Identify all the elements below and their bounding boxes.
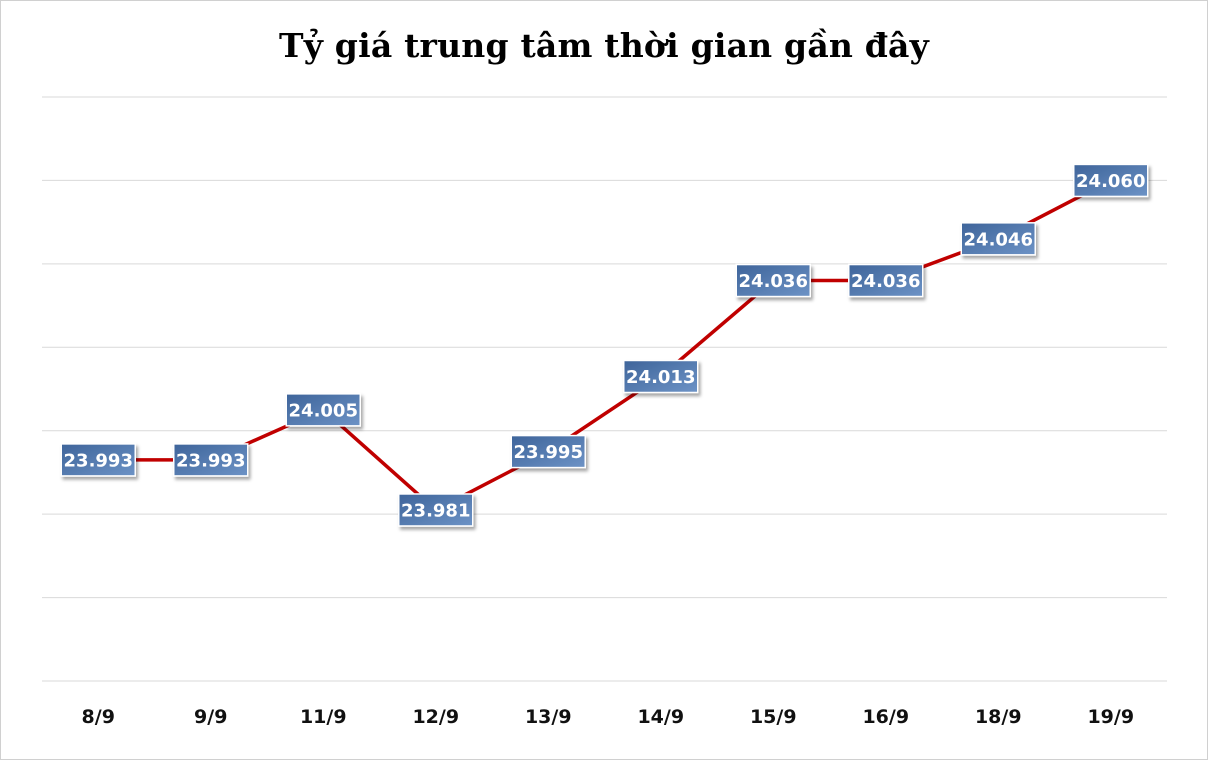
data-label-8: 24.046: [960, 222, 1036, 256]
data-label-text-4: 23.995: [514, 442, 583, 463]
data-label-text-1: 23.993: [176, 450, 245, 471]
data-label-text-0: 23.993: [64, 450, 133, 471]
data-label-box-5: [623, 359, 699, 394]
data-label-box-1: [173, 443, 249, 477]
data-label-7: 24.036: [848, 263, 924, 298]
data-label-box-6: [735, 263, 811, 298]
x-tick-label-7: 16/9: [862, 706, 909, 728]
data-label-9: 24.060: [1073, 163, 1149, 198]
data-label-text-6: 24.036: [739, 271, 808, 292]
data-label-4: 23.995: [510, 434, 586, 469]
data-label-box-4: [510, 434, 586, 469]
series-line: [98, 178, 1112, 512]
x-tick-label-4: 13/9: [525, 706, 572, 728]
data-label-5: 24.013: [623, 359, 699, 394]
x-tick-label-8: 18/9: [975, 706, 1022, 728]
x-tick-label-9: 19/9: [1087, 706, 1134, 728]
data-label-text-5: 24.013: [626, 367, 695, 388]
data-labels: 23.993 23.993 24.005 23.981 23.995 24.013 24.0…: [60, 163, 1149, 527]
data-label-6: 24.036: [735, 263, 811, 298]
x-tick-label-1: 9/9: [194, 706, 227, 728]
data-label-box-8: [960, 222, 1036, 256]
data-label-text-2: 24.005: [289, 400, 358, 421]
data-label-box-3: [398, 493, 474, 527]
data-label-text-9: 24.060: [1076, 171, 1145, 192]
data-label-0: 23.993: [60, 443, 136, 477]
series-polyline: [98, 178, 1112, 512]
x-tick-label-2: 11/9: [300, 706, 347, 728]
data-label-text-7: 24.036: [851, 271, 920, 292]
data-label-text-3: 23.981: [401, 500, 470, 521]
data-label-2: 24.005: [285, 393, 361, 427]
x-tick-label-3: 12/9: [412, 706, 459, 728]
data-label-box-7: [848, 263, 924, 298]
data-label-3: 23.981: [398, 493, 474, 527]
data-label-1: 23.993: [173, 443, 249, 477]
data-label-box-2: [285, 393, 361, 427]
x-tick-label-0: 8/9: [82, 706, 115, 728]
x-axis-ticks: 8/9 9/9 11/9 12/9 13/9 14/9 15/9 16/9 18/9 19/9: [82, 706, 1135, 728]
data-label-box-0: [60, 443, 136, 477]
data-label-text-8: 24.046: [964, 229, 1033, 250]
x-tick-label-5: 14/9: [637, 706, 684, 728]
data-label-box-9: [1073, 163, 1149, 198]
chart-title: Tỷ giá trung tâm thời gian gần đây: [278, 26, 930, 65]
gridlines: [42, 96, 1167, 682]
x-tick-label-6: 15/9: [750, 706, 797, 728]
